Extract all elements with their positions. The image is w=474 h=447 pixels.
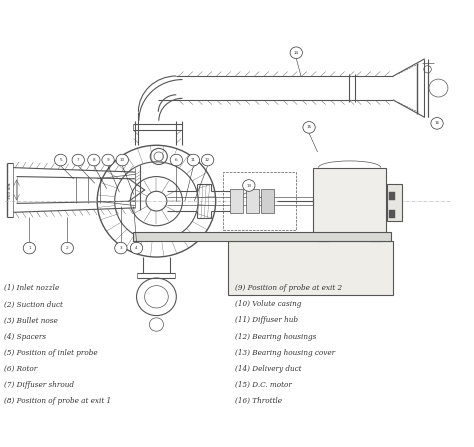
- Text: 7: 7: [77, 158, 80, 162]
- Circle shape: [243, 180, 255, 191]
- Circle shape: [303, 122, 315, 133]
- Text: 1: 1: [28, 246, 31, 250]
- Circle shape: [116, 154, 128, 166]
- Text: 12: 12: [205, 158, 210, 162]
- Text: 3: 3: [119, 246, 122, 250]
- Text: 11: 11: [191, 158, 196, 162]
- Circle shape: [130, 242, 143, 254]
- Bar: [389, 192, 395, 200]
- Bar: [228, 241, 393, 295]
- Text: 4: 4: [135, 246, 138, 250]
- Bar: [246, 189, 259, 214]
- Text: (2) Suction duct: (2) Suction duct: [4, 300, 63, 308]
- Circle shape: [55, 154, 67, 166]
- Text: (8) Position of probe at exit 1: (8) Position of probe at exit 1: [4, 397, 111, 405]
- Circle shape: [102, 154, 114, 166]
- Bar: [230, 189, 243, 214]
- Text: (13) Bearing housing cover: (13) Bearing housing cover: [235, 349, 335, 357]
- Text: (14) Delivery duct: (14) Delivery duct: [235, 365, 301, 373]
- Circle shape: [115, 242, 127, 254]
- Circle shape: [72, 154, 84, 166]
- Circle shape: [23, 242, 36, 254]
- Text: 5: 5: [59, 158, 62, 162]
- Circle shape: [201, 154, 214, 166]
- Circle shape: [431, 118, 443, 129]
- Text: 14: 14: [294, 51, 299, 55]
- Text: (16) Throttle: (16) Throttle: [235, 397, 282, 405]
- Circle shape: [88, 154, 100, 166]
- Text: (3) Bullet nose: (3) Bullet nose: [4, 316, 57, 325]
- Text: 10: 10: [120, 158, 125, 162]
- Text: (9) Position of probe at exit 2: (9) Position of probe at exit 2: [235, 284, 342, 292]
- Bar: [389, 210, 395, 218]
- Text: 16: 16: [435, 122, 439, 125]
- Text: (12) Bearing housings: (12) Bearing housings: [235, 333, 316, 341]
- Text: (10) Volute casing: (10) Volute casing: [235, 300, 301, 308]
- Text: 300 dia.: 300 dia.: [9, 181, 12, 199]
- Circle shape: [170, 154, 182, 166]
- Circle shape: [61, 242, 73, 254]
- Text: 13: 13: [246, 184, 251, 187]
- Text: 15: 15: [307, 126, 311, 129]
- Text: (7) Diffuser shroud: (7) Diffuser shroud: [4, 381, 74, 389]
- Text: (5) Position of inlet probe: (5) Position of inlet probe: [4, 349, 98, 357]
- Text: (11) Diffuser hub: (11) Diffuser hub: [235, 316, 298, 325]
- Bar: [313, 168, 386, 235]
- Text: 6: 6: [175, 158, 178, 162]
- Text: (1) Inlet nozzle: (1) Inlet nozzle: [4, 284, 59, 292]
- Text: (6) Rotor: (6) Rotor: [4, 365, 37, 373]
- Circle shape: [290, 47, 302, 59]
- Bar: [387, 184, 402, 221]
- Circle shape: [187, 154, 200, 166]
- Text: 9: 9: [107, 158, 109, 162]
- Text: 8: 8: [92, 158, 95, 162]
- Bar: [261, 189, 274, 214]
- Text: (15) D.C. motor: (15) D.C. motor: [235, 381, 292, 389]
- Text: 2: 2: [66, 246, 69, 250]
- Text: (4) Spacers: (4) Spacers: [4, 333, 46, 341]
- Bar: [223, 172, 296, 230]
- Bar: [133, 232, 391, 241]
